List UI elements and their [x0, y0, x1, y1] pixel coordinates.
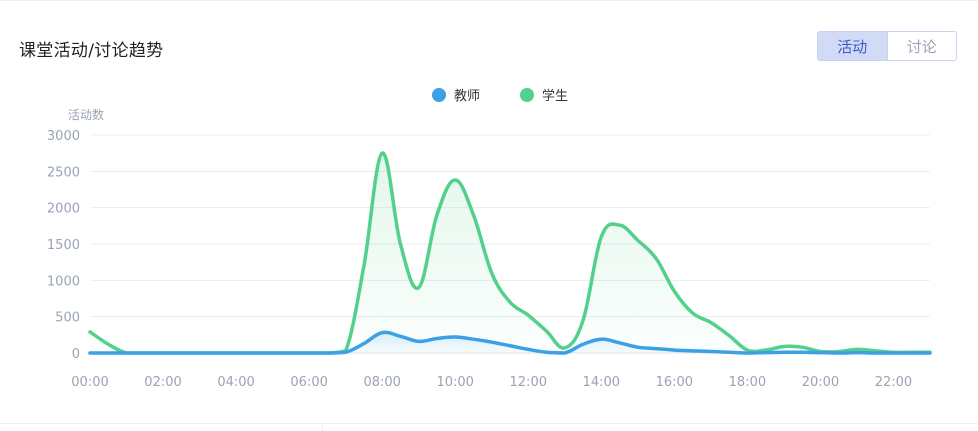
legend-dot-teacher: [431, 87, 446, 102]
x-tick-label: 20:00: [802, 375, 839, 390]
x-tick-label: 06:00: [290, 375, 327, 390]
bottom-divider: [0, 423, 978, 424]
x-tick-label: 10:00: [436, 375, 473, 390]
tab-discussion[interactable]: 讨论: [886, 32, 956, 60]
x-tick-label: 08:00: [363, 375, 400, 390]
y-axis-label: 活动数: [68, 107, 104, 122]
y-axis-ticks: 0 500 1000 1500 2000 2500 3000: [47, 129, 80, 362]
y-tick-label: 1500: [47, 238, 80, 253]
series-area-teacher: [90, 332, 930, 353]
x-tick-label: 22:00: [875, 375, 912, 390]
legend-label-student: 学生: [542, 89, 569, 104]
x-tick-label: 14:00: [583, 375, 620, 390]
x-tick-label: 02:00: [144, 375, 181, 390]
series-area-student: [90, 153, 930, 353]
x-tick-label: 18:00: [729, 375, 766, 390]
x-tick-label: 16:00: [656, 375, 693, 390]
y-tick-label: 1000: [47, 274, 80, 289]
series-lines: [88, 151, 932, 355]
x-tick-label: 00:00: [71, 375, 108, 390]
x-tick-label: 12:00: [510, 375, 547, 390]
x-tick-label: 04:00: [217, 375, 254, 390]
y-tick-label: 0: [72, 347, 80, 362]
x-axis-ticks: 00:00 02:00 04:00 06:00 08:00 10:00 12:00 14:00…: [71, 375, 912, 390]
y-tick-label: 500: [55, 311, 80, 326]
series-areas: [90, 153, 930, 353]
legend-item-student[interactable]: 学生: [498, 85, 568, 104]
legend-dot-student: [520, 87, 534, 102]
view-toggle: 活动 讨论: [817, 31, 957, 61]
series-line-teacher[interactable]: [88, 330, 932, 355]
y-tick-label: 3000: [47, 129, 80, 144]
chart-legend: 教师 学生: [0, 85, 978, 104]
top-divider: [0, 0, 978, 1]
legend-item-teacher[interactable]: 教师: [410, 85, 480, 104]
tab-activity[interactable]: 活动: [818, 32, 887, 60]
legend-label-teacher: 教师: [453, 89, 480, 104]
bottom-separator: [322, 423, 323, 431]
y-tick-label: 2500: [47, 165, 80, 180]
page-title: 课堂活动/讨论趋势: [19, 41, 164, 61]
y-tick-label: 2000: [47, 202, 80, 217]
